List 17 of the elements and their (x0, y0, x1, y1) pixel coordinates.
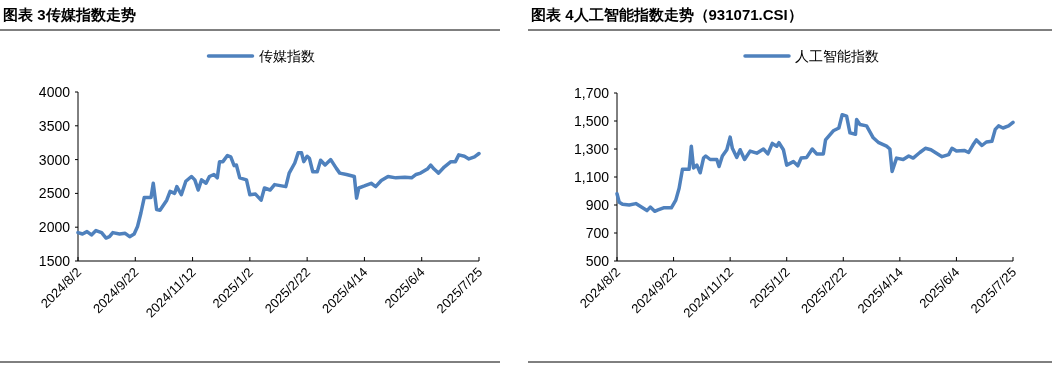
y-tick-label: 1,500 (573, 113, 610, 129)
y-tick-label: 1,100 (573, 169, 610, 185)
legend-label: 人工智能指数 (795, 48, 879, 64)
chart-title: 图表 3传媒指数走势 (3, 6, 136, 23)
y-tick-label: 1500 (38, 253, 71, 269)
y-tick-label: 4000 (38, 84, 71, 100)
y-tick-label: 3000 (38, 151, 71, 168)
y-tick-label: 700 (585, 225, 610, 241)
y-tick-label: 1,300 (573, 141, 610, 157)
y-tick-label: 500 (585, 253, 610, 269)
y-tick-label: 2000 (38, 219, 71, 236)
y-tick-label: 1,700 (573, 85, 610, 101)
y-tick-label: 3500 (38, 117, 71, 134)
legend-label: 传媒指数 (258, 48, 315, 64)
chart-title: 图表 4人工智能指数走势（931071.CSI） (531, 6, 803, 23)
y-tick-label: 2500 (38, 185, 71, 202)
y-tick-label: 900 (585, 197, 610, 213)
